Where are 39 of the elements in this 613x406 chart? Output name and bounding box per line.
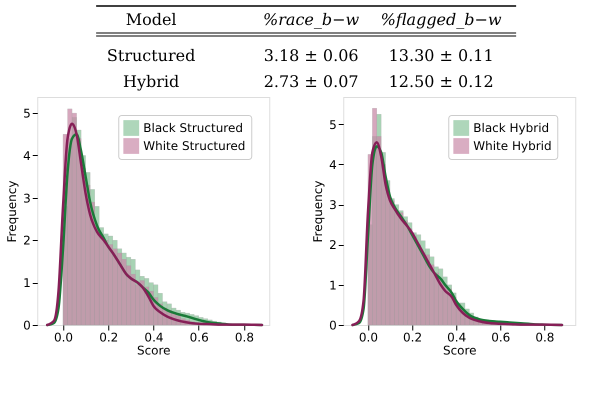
legend-label: White Hybrid — [473, 139, 552, 153]
legend-label: White Structured — [143, 139, 246, 153]
text: %flagged_b−w — [380, 10, 502, 29]
text: 3.18 ± 0.06 — [264, 46, 359, 65]
text: 2.73 ± 0.07 — [264, 72, 359, 91]
y-tick-label: 3 — [23, 191, 31, 206]
legend-label: Black Hybrid — [473, 121, 550, 135]
x-tick-label: 0.2 — [403, 330, 422, 344]
y-tick-label: 2 — [23, 234, 31, 248]
x-tick-label: 0.4 — [144, 330, 164, 344]
x-tick-label: 0.6 — [190, 330, 209, 344]
x-tick-label: 0.2 — [99, 330, 118, 344]
x-tick-label: 0.8 — [535, 330, 554, 344]
text: %race_b−w — [263, 10, 360, 29]
y-axis-title: Frequency — [5, 180, 20, 242]
x-tick-label: 0.8 — [234, 330, 254, 344]
y-tick-label: 4 — [329, 158, 337, 172]
y-tick-label: 2 — [329, 238, 337, 252]
y-tick-label: 3 — [329, 198, 337, 212]
x-axis-title: Score — [136, 344, 171, 358]
y-tick-label: 1 — [329, 278, 337, 292]
x-tick-label: 0.0 — [54, 330, 74, 344]
x-axis-title: Score — [442, 344, 477, 358]
y-axis-title: Frequency — [311, 180, 326, 242]
legend-label: Black Structured — [143, 121, 243, 135]
y-tick-label: 0 — [23, 318, 31, 332]
x-tick-label: 0.0 — [358, 330, 378, 344]
y-tick-label: 0 — [329, 318, 337, 332]
text: 12.50 ± 0.12 — [388, 72, 494, 91]
y-tick-label: 5 — [23, 106, 31, 121]
y-tick-label: 5 — [329, 118, 337, 132]
y-tick-label: 4 — [23, 148, 31, 163]
text: Structured — [106, 46, 196, 65]
y-tick-label: 1 — [23, 276, 31, 290]
x-tick-label: 0.4 — [447, 330, 466, 344]
text: Model — [126, 10, 177, 29]
text: Hybrid — [123, 72, 180, 91]
x-tick-label: 0.6 — [491, 330, 510, 344]
text: 13.30 ± 0.11 — [388, 46, 494, 65]
